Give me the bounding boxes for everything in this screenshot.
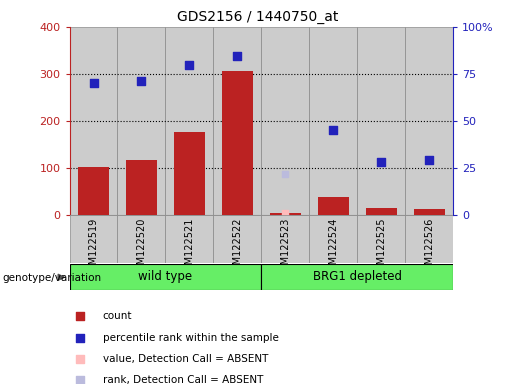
Point (281, 210, 289, 216)
Bar (70, 215, 117, 263)
Point (425, 156, 433, 162)
Text: GSM122526: GSM122526 (424, 217, 434, 277)
Bar (318, 197, 349, 215)
Text: GDS2156 / 1440750_at: GDS2156 / 1440750_at (177, 10, 338, 23)
Point (90, 80, 98, 86)
Bar (261, 27, 310, 215)
Text: percentile rank within the sample: percentile rank within the sample (102, 333, 279, 343)
Bar (270, 213, 301, 215)
Point (76, 377, 84, 383)
Bar (366, 208, 397, 215)
Text: value, Detection Call = ABSENT: value, Detection Call = ABSENT (102, 354, 268, 364)
Bar (78, 167, 109, 215)
Bar (261, 215, 310, 263)
Bar (117, 215, 165, 263)
Text: GSM122525: GSM122525 (376, 217, 386, 277)
Bar (261, 264, 453, 290)
Bar (126, 159, 157, 215)
Bar (405, 215, 453, 263)
Text: GSM122524: GSM122524 (328, 217, 338, 277)
Point (76, 313, 84, 319)
Point (138, 78, 146, 84)
Point (76, 356, 84, 362)
Bar (213, 215, 261, 263)
Text: GSM122520: GSM122520 (136, 217, 146, 277)
Bar (222, 71, 253, 215)
Bar (310, 215, 357, 263)
Text: BRG1 depleted: BRG1 depleted (313, 270, 402, 283)
Bar (165, 27, 213, 215)
Text: wild type: wild type (139, 270, 193, 283)
Point (233, 53, 242, 59)
Bar (165, 215, 213, 263)
Bar (405, 27, 453, 215)
Bar (414, 209, 445, 215)
Bar (70, 264, 261, 290)
Text: count: count (102, 311, 132, 321)
Text: rank, Detection Call = ABSENT: rank, Detection Call = ABSENT (102, 375, 263, 384)
Bar (117, 27, 165, 215)
Text: genotype/variation: genotype/variation (3, 273, 101, 283)
Bar (357, 215, 405, 263)
Bar (213, 27, 261, 215)
Point (76, 334, 84, 341)
Point (329, 127, 337, 134)
Point (377, 159, 385, 166)
Bar (310, 27, 357, 215)
Bar (174, 132, 205, 215)
Point (281, 170, 289, 177)
Bar (357, 27, 405, 215)
Bar (70, 27, 117, 215)
Text: GSM122521: GSM122521 (184, 217, 195, 277)
Text: GSM122522: GSM122522 (232, 217, 243, 277)
Text: GSM122519: GSM122519 (89, 217, 98, 277)
Point (185, 62, 194, 68)
Text: GSM122523: GSM122523 (280, 217, 290, 277)
